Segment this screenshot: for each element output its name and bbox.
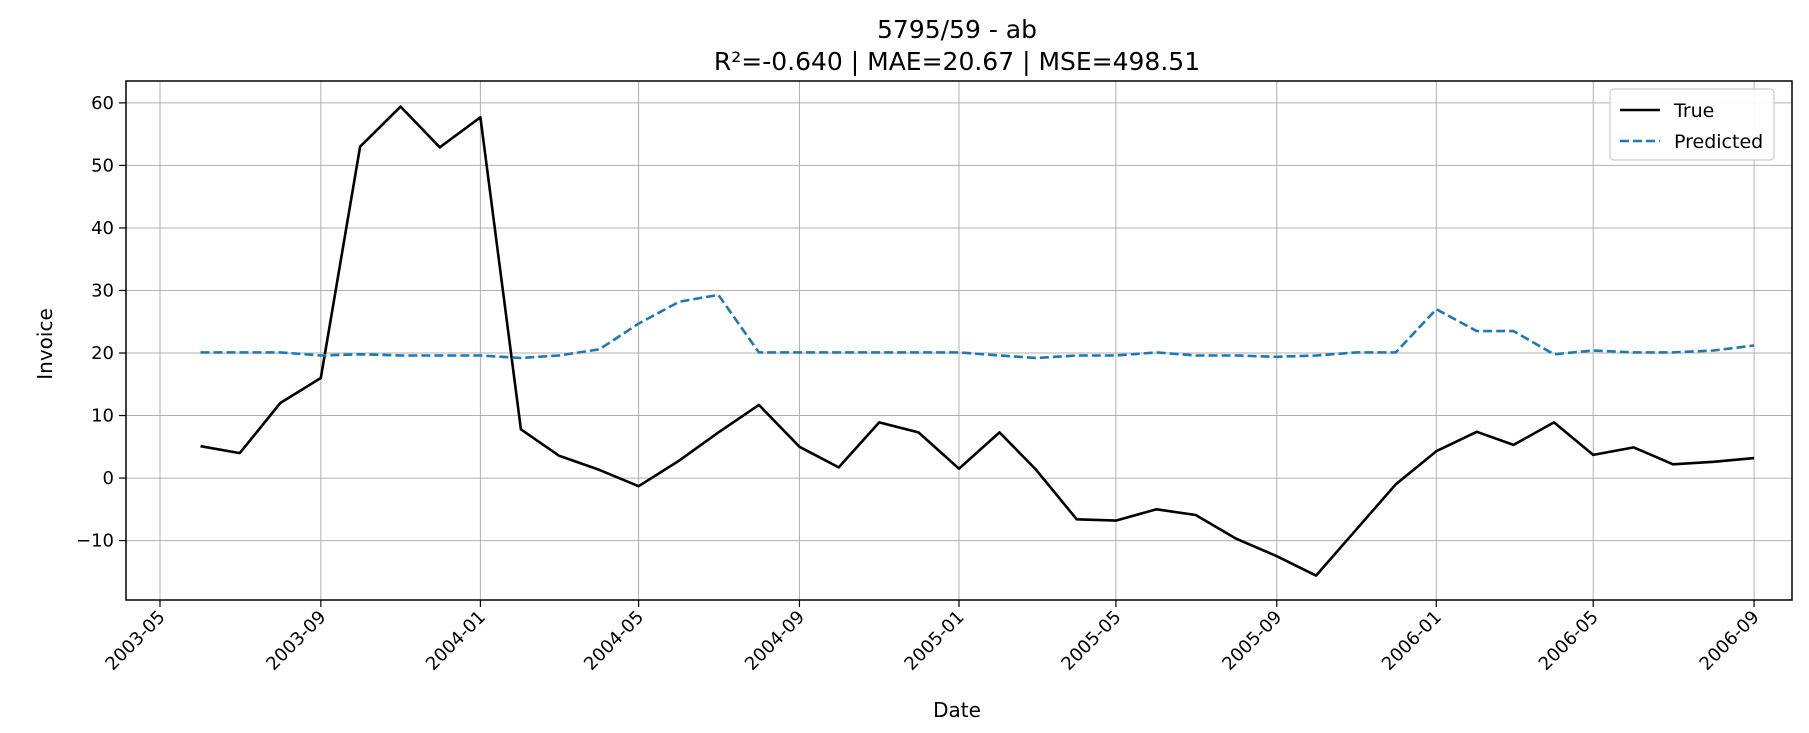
x-tick-label: 2003-05 <box>101 607 169 675</box>
y-tick-label: 40 <box>91 218 114 239</box>
chart-title: 5795/59 - ab <box>877 15 1037 44</box>
x-tick-label: 2004-05 <box>580 607 648 675</box>
x-tick-label: 2003-09 <box>262 607 330 675</box>
chart-subtitle: R²=-0.640 | MAE=20.67 | MSE=498.51 <box>714 47 1200 76</box>
y-axis-ticks: 60 50 40 30 20 10 0 −10 <box>76 93 126 552</box>
y-tick-label: −10 <box>76 531 114 552</box>
legend-predicted-label: Predicted <box>1674 131 1763 153</box>
x-tick-label: 2006-09 <box>1696 607 1764 675</box>
legend-true-label: True <box>1673 100 1714 122</box>
y-axis-label: Invoice <box>33 308 57 380</box>
x-axis-ticks: 2003-05 2003-09 2004-01 2004-05 2004-09 2005-… <box>101 600 1764 675</box>
series-line-true <box>200 105 1755 577</box>
x-tick-label: 2006-05 <box>1535 607 1603 675</box>
grid <box>126 81 1792 600</box>
x-tick-label: 2005-09 <box>1218 607 1286 675</box>
y-tick-label: 10 <box>91 406 114 427</box>
y-tick-label: 20 <box>91 343 114 364</box>
series-lines <box>200 105 1755 577</box>
series-line-predicted <box>200 293 1755 360</box>
x-tick-label: 2004-01 <box>422 607 490 675</box>
x-tick-label: 2006-01 <box>1378 607 1446 675</box>
x-tick-label: 2004-09 <box>741 607 809 675</box>
y-tick-label: 0 <box>103 468 114 489</box>
y-tick-label: 50 <box>91 155 114 176</box>
legend: True Predicted <box>1609 88 1775 161</box>
y-tick-label: 60 <box>91 93 114 114</box>
x-tick-label: 2005-05 <box>1057 607 1125 675</box>
x-tick-label: 2005-01 <box>900 607 968 675</box>
y-tick-label: 30 <box>91 280 114 301</box>
x-axis-label: Date <box>933 698 981 722</box>
